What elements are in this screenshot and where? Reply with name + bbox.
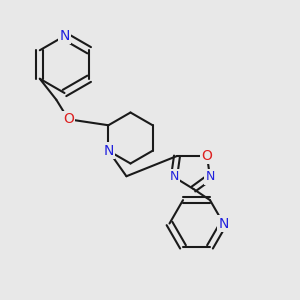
Text: N: N: [218, 217, 229, 230]
Text: N: N: [169, 170, 179, 184]
Text: O: O: [63, 112, 74, 126]
Text: N: N: [103, 144, 114, 158]
Text: N: N: [205, 170, 215, 184]
Text: N: N: [59, 29, 70, 43]
Text: O: O: [202, 149, 212, 163]
